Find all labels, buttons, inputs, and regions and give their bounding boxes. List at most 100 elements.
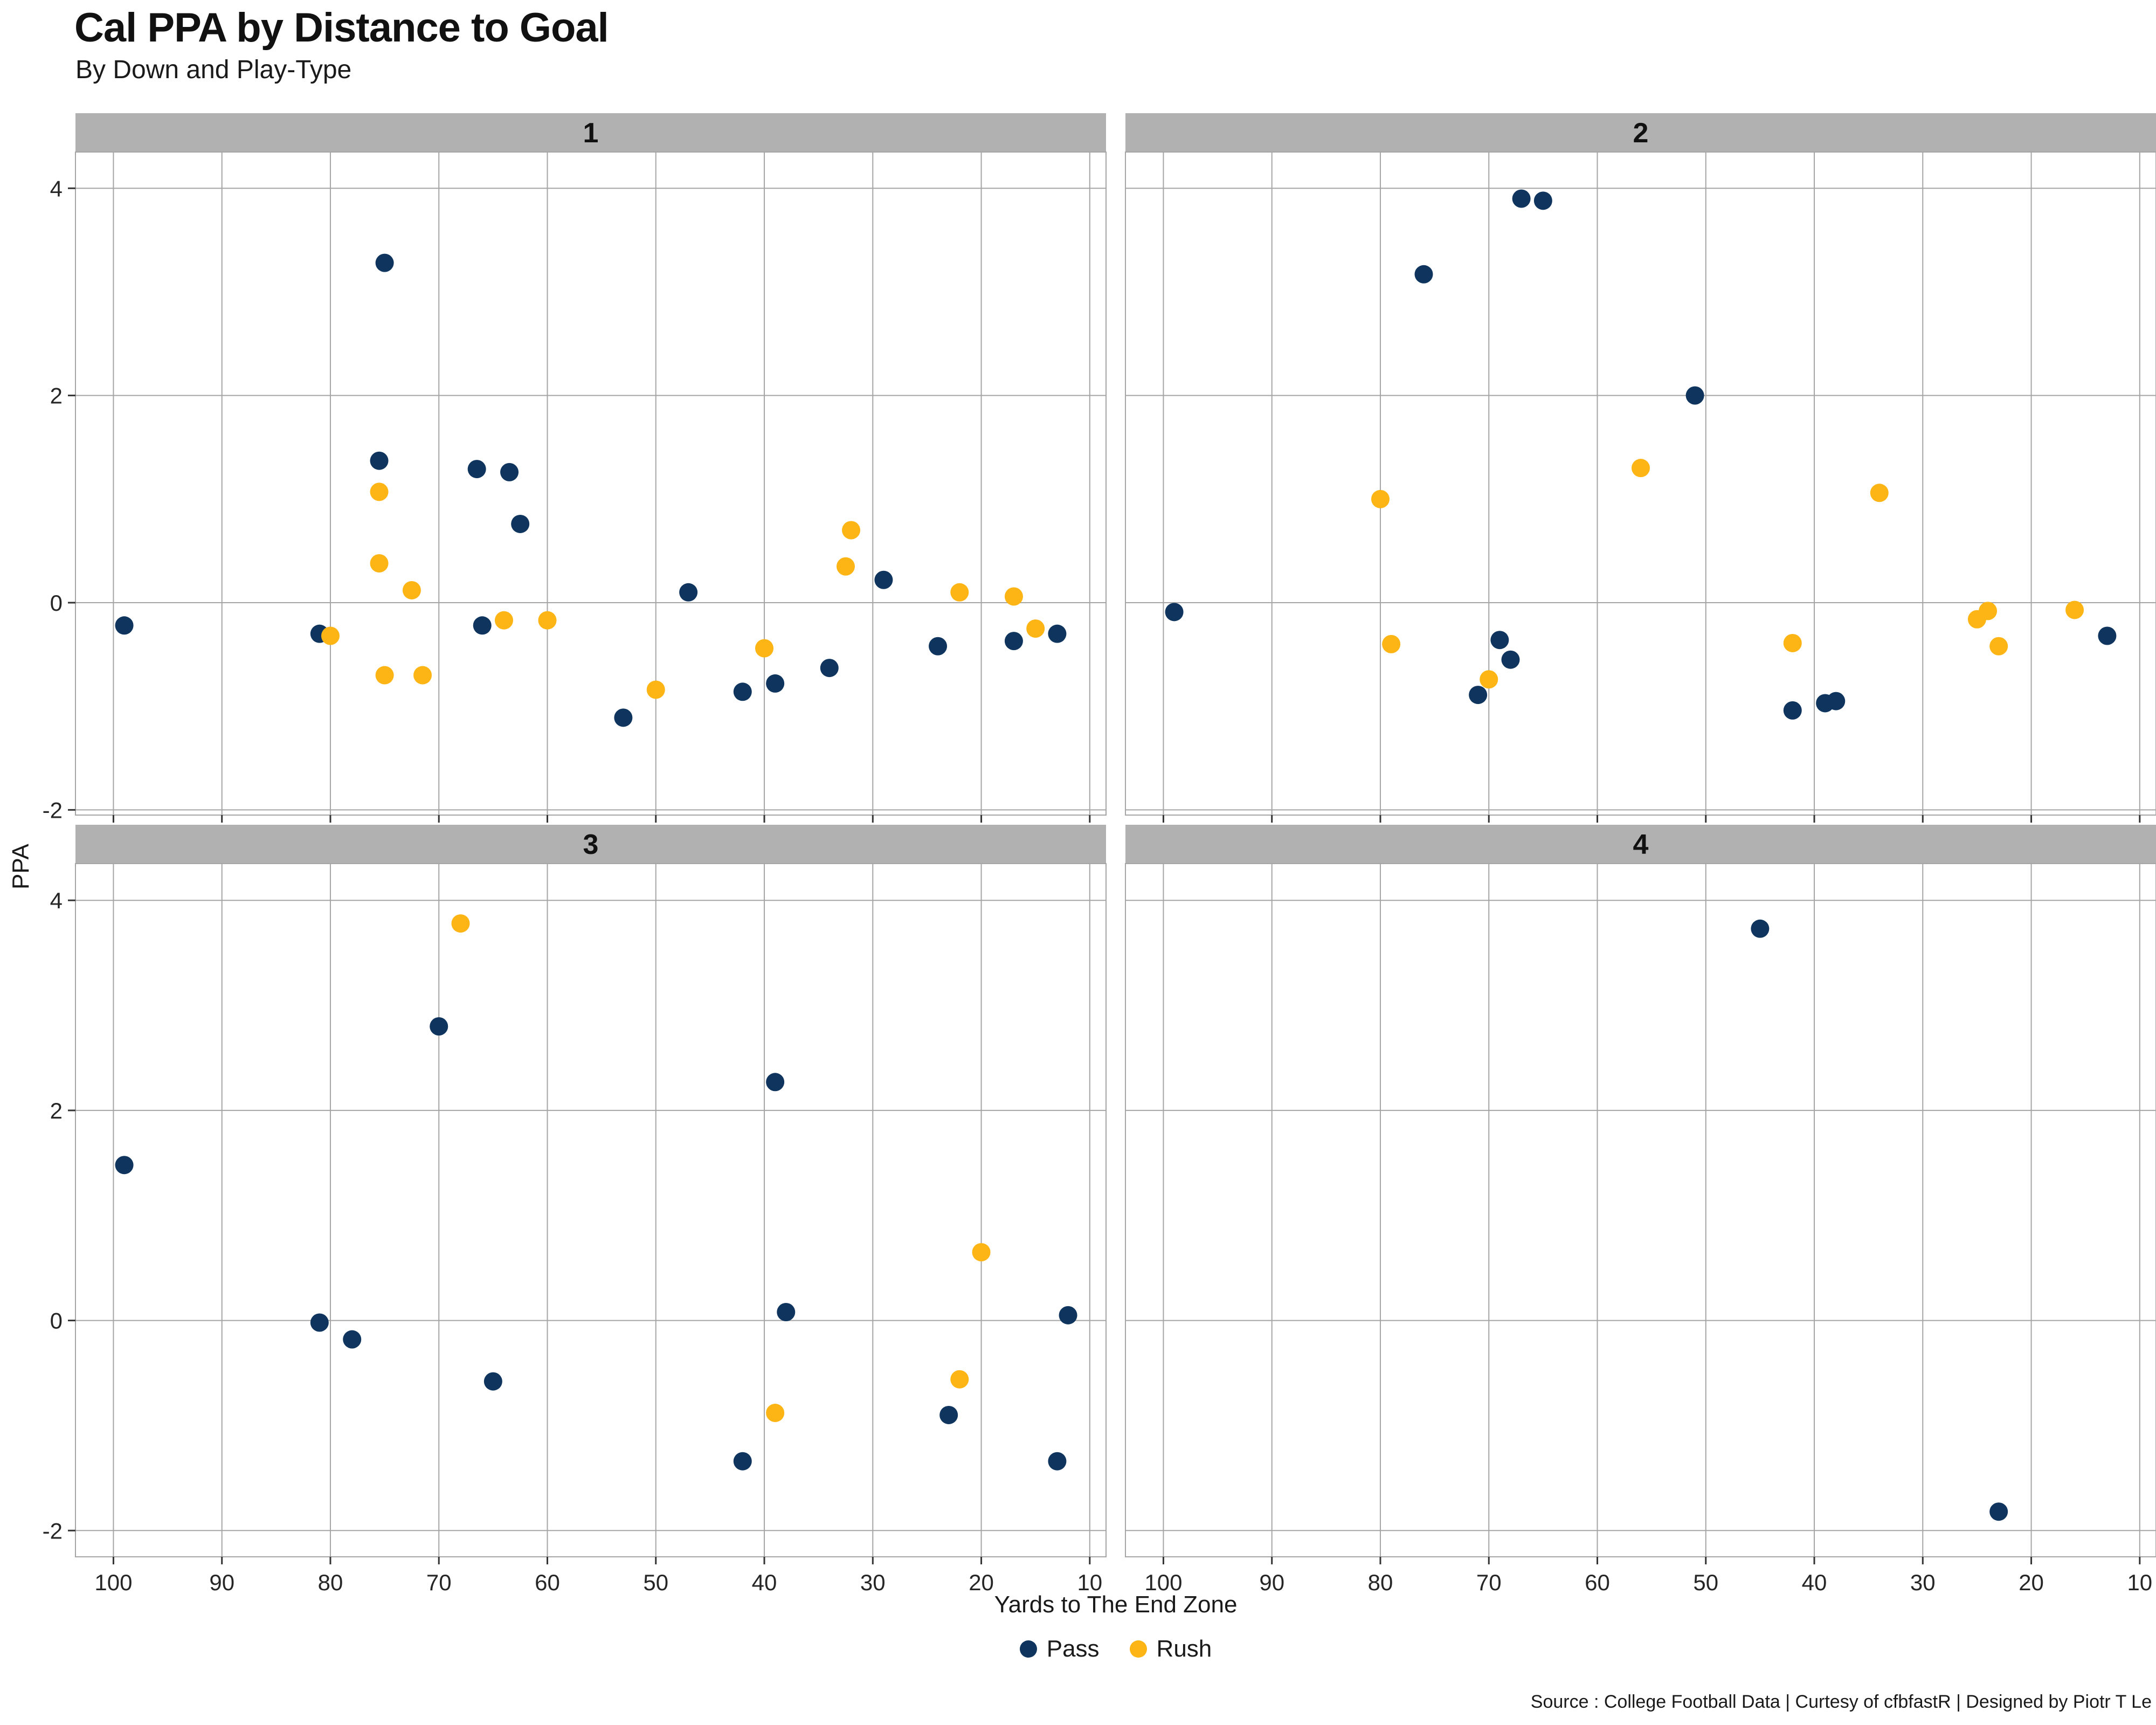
data-point-rush — [950, 1370, 969, 1389]
data-point-rush — [836, 557, 855, 576]
data-point-rush — [494, 611, 513, 630]
legend-label-rush: Rush — [1156, 1636, 1212, 1662]
x-tick-label: 90 — [209, 1570, 234, 1595]
x-tick-label: 40 — [1802, 1570, 1827, 1595]
data-point-rush — [413, 666, 432, 685]
data-point-pass — [115, 1156, 134, 1175]
x-tick-label: 80 — [1368, 1570, 1393, 1595]
facet-label: 2 — [1633, 118, 1649, 149]
data-point-rush — [451, 914, 470, 933]
legend-label-pass: Pass — [1046, 1636, 1100, 1662]
data-point-rush — [2065, 601, 2084, 619]
facet-strip — [75, 825, 1106, 864]
data-point-rush — [1870, 484, 1889, 502]
data-point-pass — [1501, 650, 1520, 669]
data-point-pass — [874, 570, 893, 589]
panel-border — [75, 151, 1107, 816]
data-point-pass — [1165, 603, 1184, 622]
panel-border — [1125, 863, 2156, 1557]
data-point-pass — [310, 1313, 329, 1332]
data-point-rush — [321, 626, 340, 645]
legend-item-rush: Rush — [1129, 1636, 1212, 1662]
data-point-pass — [1004, 632, 1023, 651]
facet-4: 4 100 90 80 70 60 50 40 30 20 10 — [1125, 825, 2156, 1595]
x-tick-label: 70 — [426, 1570, 452, 1595]
y-tick-label: 2 — [50, 1098, 63, 1123]
data-point-pass — [115, 616, 134, 635]
legend-item-pass: Pass — [1019, 1636, 1100, 1662]
data-point-pass — [939, 1405, 958, 1424]
x-tick-label: 70 — [1476, 1570, 1502, 1595]
data-point-pass — [500, 463, 519, 481]
data-point-pass — [929, 637, 948, 656]
y-tick-label: -2 — [43, 1518, 63, 1543]
facet-panel — [75, 864, 1106, 1557]
data-point-rush — [1632, 459, 1650, 478]
data-point-rush — [1382, 634, 1401, 653]
data-point-rush — [1783, 633, 1802, 652]
data-point-pass — [614, 708, 633, 727]
facet-2: 2 — [1125, 113, 2156, 823]
data-point-rush — [1989, 637, 2008, 656]
data-point-pass — [766, 1073, 785, 1092]
data-point-rush — [755, 639, 774, 658]
x-tick-label: 100 — [1144, 1570, 1182, 1595]
x-tick-label: 60 — [1585, 1570, 1610, 1595]
data-point-rush — [1026, 619, 1045, 638]
data-point-rush — [1004, 587, 1023, 606]
data-point-rush — [646, 680, 665, 699]
data-point-pass — [1827, 692, 1846, 710]
data-point-rush — [950, 583, 969, 602]
data-point-pass — [1059, 1306, 1077, 1324]
data-point-rush — [375, 666, 394, 685]
facet-1: 1 -2 0 2 4 — [43, 113, 1107, 823]
x-tick-label: 40 — [752, 1570, 777, 1595]
y-tick-label: -2 — [43, 797, 63, 823]
facet-label: 3 — [583, 829, 599, 860]
source-credit: Source : College Football Data | Curtesy… — [1530, 1692, 2152, 1712]
data-point-rush — [1979, 602, 1998, 620]
data-point-pass — [1414, 265, 1433, 284]
chart-title: Cal PPA by Distance to Goal — [74, 5, 609, 51]
y-tick-label: 2 — [50, 383, 63, 409]
pass-point-icon — [1019, 1640, 1037, 1658]
data-point-pass — [820, 659, 839, 678]
x-tick-label: 30 — [1910, 1570, 1936, 1595]
data-point-pass — [1989, 1502, 2008, 1521]
facet-label: 1 — [583, 118, 599, 149]
x-axis-title: Yards to The End Zone — [994, 1591, 1238, 1618]
data-point-rush — [538, 611, 557, 630]
data-point-rush — [370, 554, 389, 572]
x-tick-label: 30 — [860, 1570, 886, 1595]
panel-border — [75, 863, 1107, 1557]
data-point-rush — [402, 581, 421, 599]
y-tick-label: 0 — [50, 1308, 63, 1334]
data-point-rush — [972, 1243, 991, 1261]
rush-point-icon — [1129, 1640, 1147, 1658]
panel-border — [1125, 151, 2156, 816]
y-axis-title: PPA — [8, 844, 34, 889]
data-point-pass — [766, 674, 785, 693]
data-point-pass — [370, 451, 389, 470]
y-tick-label: 4 — [50, 888, 63, 913]
data-point-pass — [1533, 191, 1552, 210]
data-point-pass — [777, 1303, 796, 1322]
data-point-pass — [511, 514, 530, 533]
data-point-pass — [1048, 624, 1067, 643]
data-point-pass — [473, 616, 492, 635]
data-point-pass — [2098, 626, 2117, 645]
x-tick-label: 50 — [1693, 1570, 1718, 1595]
facet-panel — [1125, 864, 2156, 1557]
facet-strip — [75, 113, 1106, 152]
data-point-pass — [679, 583, 698, 602]
data-point-pass — [1469, 686, 1488, 705]
data-point-pass — [1490, 631, 1509, 650]
data-point-pass — [430, 1017, 448, 1036]
data-point-rush — [1480, 670, 1498, 689]
data-point-pass — [733, 1452, 752, 1471]
x-tick-label: 80 — [318, 1570, 343, 1595]
data-point-rush — [842, 521, 861, 540]
facet-panel — [75, 152, 1106, 815]
x-tick-label: 10 — [2127, 1570, 2152, 1595]
